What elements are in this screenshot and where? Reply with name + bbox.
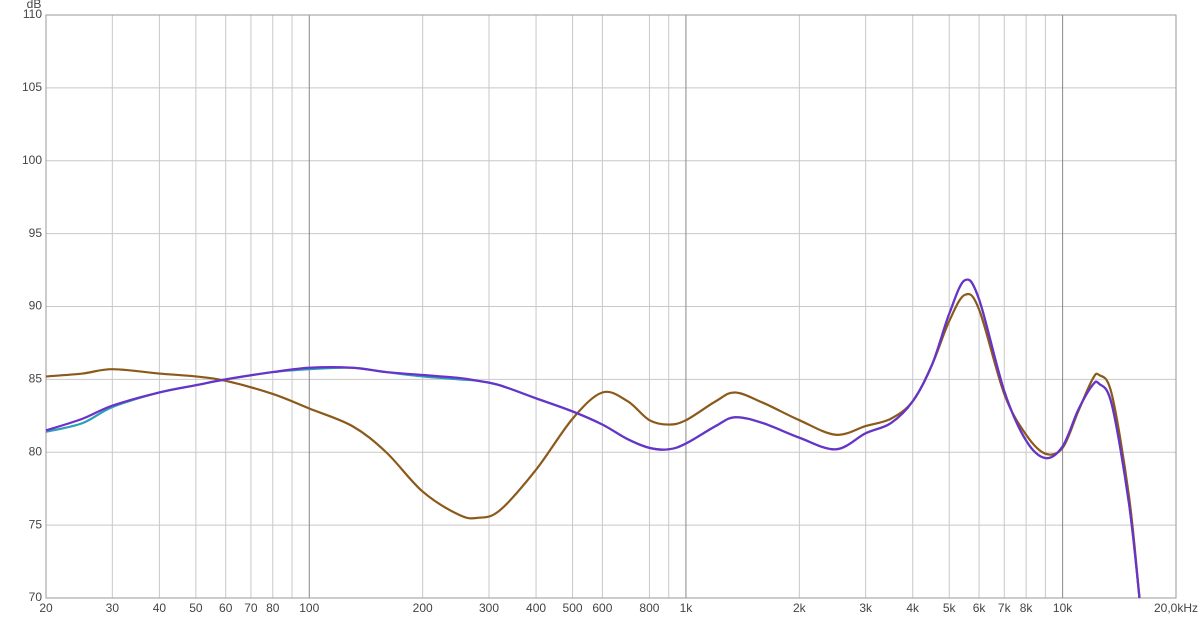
series-line — [45, 292, 1141, 599]
x-tick-label: 1k — [680, 601, 694, 615]
x-tick-label: 2k — [793, 601, 807, 615]
y-tick-label: 90 — [29, 299, 43, 313]
x-tick-label: 3k — [859, 601, 873, 615]
y-tick-label: 80 — [29, 444, 43, 458]
plot-border — [45, 14, 1177, 599]
x-tick-label: 30 — [106, 601, 120, 615]
series-line — [45, 278, 1141, 599]
x-tick-label: 50 — [189, 601, 203, 615]
y-tick-label: 110 — [23, 7, 42, 21]
x-tick-label: 10k — [1053, 601, 1073, 615]
x-tick-label: 8k — [1020, 601, 1034, 615]
x-tick-label: 6k — [973, 601, 987, 615]
y-tick-label: 100 — [22, 153, 42, 167]
x-tick-label: 200 — [413, 601, 433, 615]
x-tick-label: 600 — [592, 601, 612, 615]
y-tick-label: 105 — [22, 80, 42, 94]
x-tick-label: 80 — [266, 601, 280, 615]
x-tick-label: 100 — [299, 601, 319, 615]
x-tick-label: 4k — [906, 601, 920, 615]
x-tick-label: 500 — [563, 601, 583, 615]
x-tick-label: 20 — [39, 601, 53, 615]
y-tick-label: 95 — [29, 226, 43, 240]
x-tick-label: 400 — [526, 601, 546, 615]
series-line — [45, 278, 1141, 599]
x-tick-label: 5k — [943, 601, 957, 615]
x-tick-label: 20,0kHz — [1154, 601, 1198, 615]
x-tick-label: 40 — [153, 601, 167, 615]
x-tick-label: 800 — [639, 601, 659, 615]
x-tick-label: 300 — [479, 601, 499, 615]
y-tick-label: 70 — [29, 590, 43, 604]
y-tick-label: 75 — [29, 517, 43, 531]
x-tick-label: 60 — [219, 601, 233, 615]
x-tick-label: 70 — [244, 601, 258, 615]
x-tick-label: 7k — [998, 601, 1012, 615]
y-axis-label: dB — [27, 0, 42, 11]
y-tick-label: 85 — [29, 372, 43, 386]
